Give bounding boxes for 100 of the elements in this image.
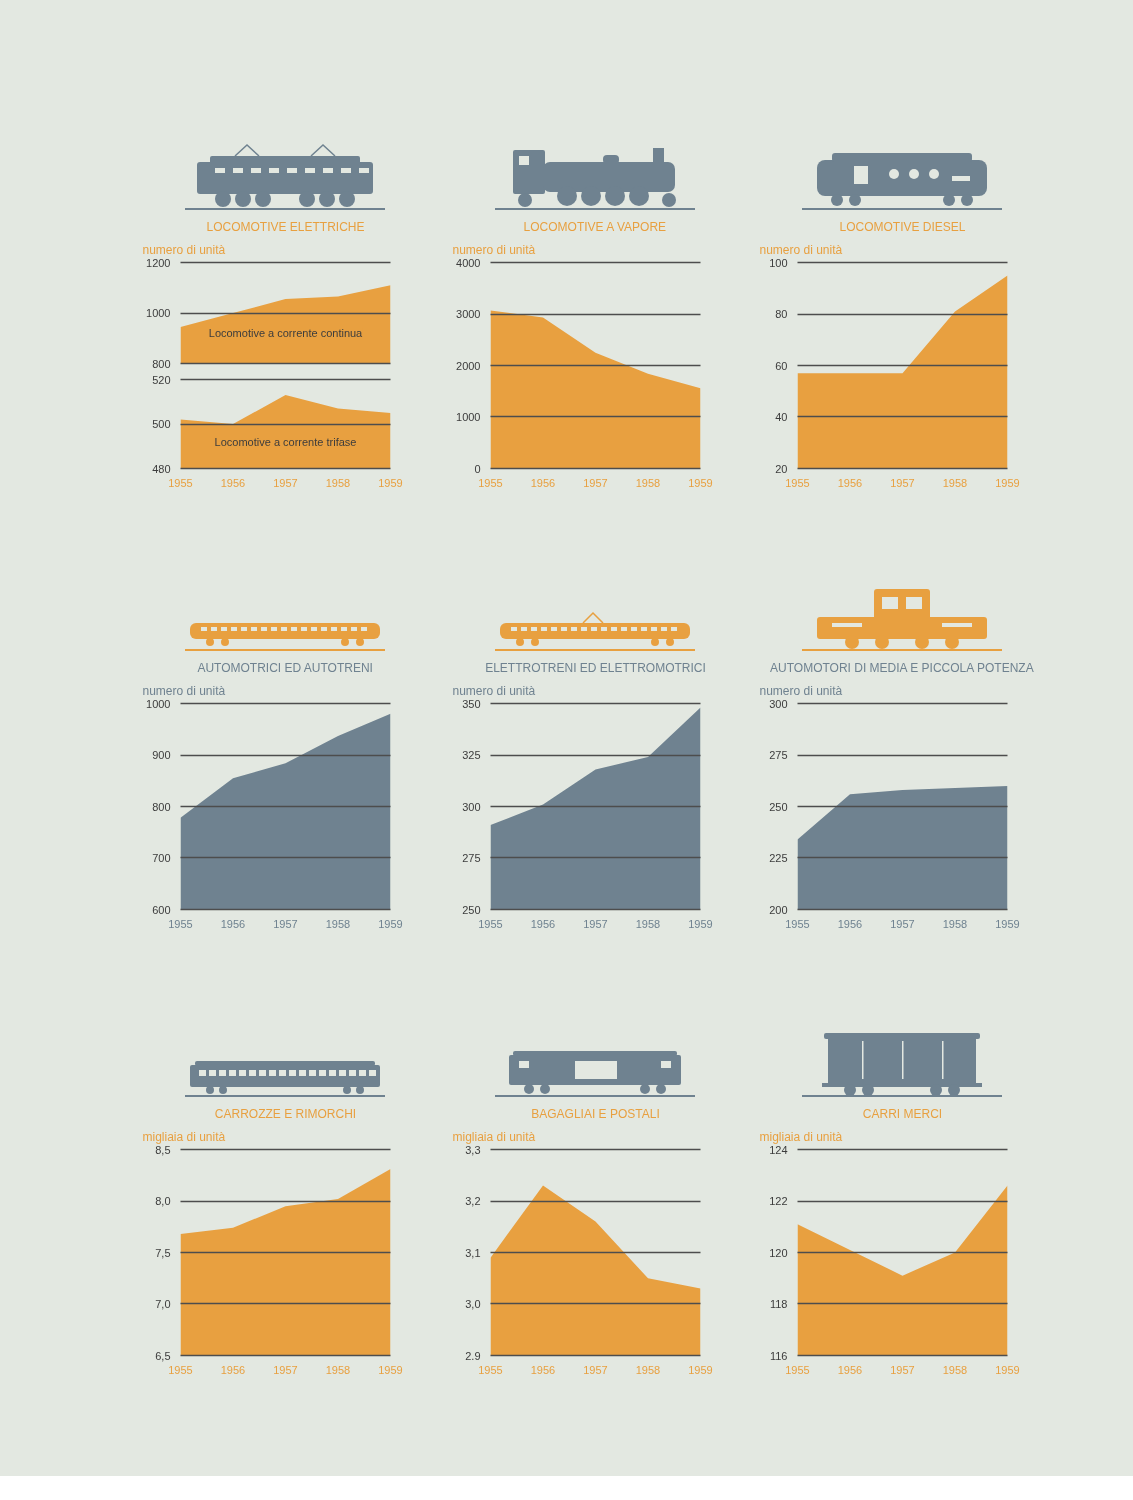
y-tick-label: 8,0: [155, 1195, 171, 1207]
y-tick-label: 350: [462, 697, 481, 710]
x-tick-label: 1957: [890, 1363, 915, 1376]
chart-title: LOCOMOTIVE ELETTRICHE: [206, 219, 365, 234]
y-tick-label: 6,5: [155, 1349, 171, 1362]
x-tick-label: 1956: [837, 476, 863, 489]
chart-title: CARRI MERCI: [862, 1106, 943, 1121]
y-tick-label: 700: [152, 852, 171, 864]
x-tick-label: 1955: [478, 476, 503, 489]
x-tick-label: 1956: [530, 1363, 556, 1376]
x-tick-label: 1956: [220, 476, 246, 489]
y-tick-label: 300: [769, 697, 788, 710]
x-tick-label: 1955: [785, 1363, 810, 1376]
y-tick-label: 1000: [146, 697, 171, 710]
x-tick-label: 1959: [995, 917, 1020, 930]
y-tick-label: 118: [769, 1298, 788, 1310]
x-tick-label: 1957: [890, 476, 915, 489]
series-label: Locomotive a corrente continua: [208, 327, 364, 340]
x-tick-label: 1955: [168, 476, 193, 489]
y-tick-label: 900: [152, 749, 171, 761]
y-tick-label: 800: [152, 357, 171, 370]
x-tick-label: 1955: [785, 476, 810, 489]
x-tick-label: 1959: [688, 476, 713, 489]
chart-title: ELETTROTRENI ED ELETTROMOTRICI: [485, 660, 706, 675]
x-tick-label: 1958: [325, 476, 351, 489]
x-tick-label: 1959: [995, 1363, 1020, 1376]
y-tick-label: 3,0: [465, 1298, 481, 1310]
chart-title: CARROZZE E RIMORCHI: [214, 1106, 357, 1121]
x-tick-label: 1957: [273, 476, 298, 489]
y-tick-label: 8,5: [155, 1143, 171, 1156]
x-tick-label: 1957: [583, 476, 608, 489]
y-tick-label: 1200: [146, 256, 171, 269]
y-tick-label: 80: [775, 308, 788, 320]
x-tick-label: 1958: [635, 476, 661, 489]
y-tick-label: 3,3: [465, 1143, 481, 1156]
x-tick-label: 1958: [325, 917, 351, 930]
y-tick-label: 116: [769, 1349, 788, 1362]
y-axis-title: migliaia di unità: [142, 1129, 226, 1144]
y-axis-title: numero di unità: [452, 683, 536, 698]
chart-title: LOCOMOTIVE DIESEL: [839, 219, 966, 234]
y-tick-label: 100: [769, 256, 788, 269]
y-axis-title: numero di unità: [142, 683, 226, 698]
y-tick-label: 520: [152, 373, 171, 386]
x-tick-label: 1957: [583, 1363, 608, 1376]
y-tick-label: 20: [775, 462, 788, 475]
y-tick-label: 2000: [456, 359, 481, 372]
y-tick-label: 0: [474, 462, 481, 475]
y-tick-label: 1000: [456, 411, 481, 423]
y-tick-label: 275: [462, 852, 481, 864]
x-tick-label: 1956: [530, 476, 556, 489]
y-tick-label: 3,2: [465, 1195, 481, 1207]
x-tick-label: 1957: [890, 917, 915, 930]
y-tick-label: 4000: [456, 256, 481, 269]
x-tick-label: 1956: [220, 1363, 246, 1376]
y-tick-label: 40: [775, 411, 788, 423]
chart-title: BAGAGLIAI E POSTALI: [531, 1106, 660, 1121]
x-tick-label: 1959: [378, 917, 403, 930]
y-tick-label: 480: [152, 462, 171, 475]
y-axis-title: numero di unità: [759, 683, 843, 698]
x-tick-label: 1956: [837, 917, 863, 930]
y-tick-label: 7,5: [155, 1246, 171, 1259]
x-tick-label: 1958: [635, 1363, 661, 1376]
y-tick-label: 124: [769, 1143, 788, 1156]
y-tick-label: 250: [769, 800, 788, 813]
y-tick-label: 225: [769, 852, 788, 864]
x-tick-label: 1959: [688, 1363, 713, 1376]
x-tick-label: 1957: [273, 1363, 298, 1376]
y-tick-label: 3,1: [465, 1246, 481, 1259]
x-tick-label: 1957: [583, 917, 608, 930]
x-tick-label: 1958: [942, 1363, 968, 1376]
x-tick-label: 1959: [378, 476, 403, 489]
x-tick-label: 1959: [378, 1363, 403, 1376]
y-axis-title: numero di unità: [452, 242, 536, 257]
series-label: Locomotive a corrente trifase: [214, 435, 357, 448]
x-tick-label: 1956: [220, 917, 246, 930]
x-tick-label: 1959: [995, 476, 1020, 489]
y-axis-title: numero di unità: [759, 242, 843, 257]
y-tick-label: 600: [152, 903, 171, 916]
x-tick-label: 1958: [942, 476, 968, 489]
y-tick-label: 3000: [456, 308, 481, 320]
y-tick-label: 60: [775, 359, 788, 372]
x-tick-label: 1956: [837, 1363, 863, 1376]
x-tick-label: 1958: [635, 917, 661, 930]
y-tick-label: 120: [769, 1246, 788, 1259]
y-tick-label: 250: [462, 903, 481, 916]
y-tick-label: 800: [152, 800, 171, 813]
y-tick-label: 275: [769, 749, 788, 761]
x-tick-label: 1956: [530, 917, 556, 930]
y-axis-title: numero di unità: [142, 242, 226, 257]
y-tick-label: 2.9: [465, 1349, 481, 1362]
x-tick-label: 1955: [168, 1363, 193, 1376]
x-tick-label: 1958: [942, 917, 968, 930]
y-axis-title: migliaia di unità: [759, 1129, 843, 1144]
y-tick-label: 122: [769, 1195, 788, 1207]
x-tick-label: 1959: [688, 917, 713, 930]
x-tick-label: 1955: [478, 917, 503, 930]
x-tick-label: 1955: [785, 917, 810, 930]
y-tick-label: 300: [462, 800, 481, 813]
y-tick-label: 1000: [146, 307, 171, 319]
y-tick-label: 7,0: [155, 1298, 171, 1310]
